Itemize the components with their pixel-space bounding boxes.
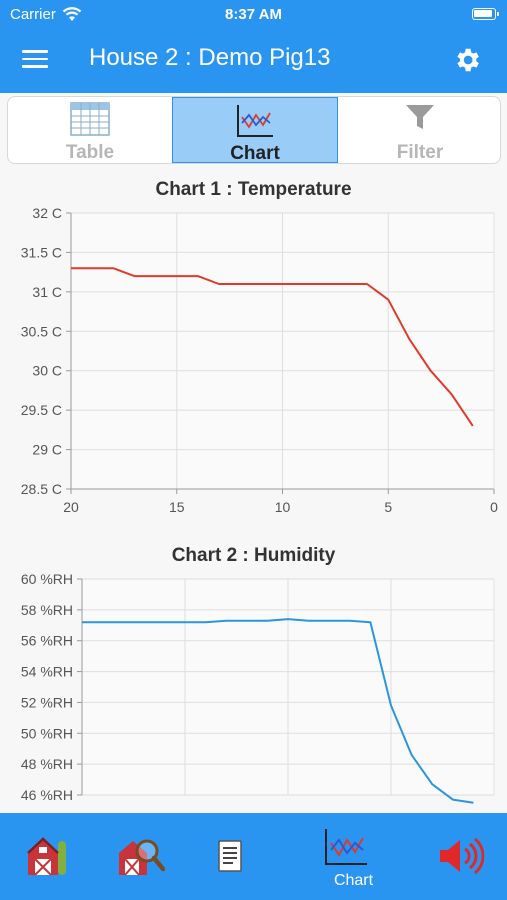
app-header: Carrier 8:37 AM House 2 : Demo Pig13 (0, 0, 507, 93)
page-title: House 2 : Demo Pig13 (89, 44, 331, 71)
y-tick-label: 46 %RH (21, 787, 73, 803)
table-icon (70, 102, 110, 136)
speaker-icon (440, 837, 484, 875)
x-tick-label: 0 (490, 499, 498, 515)
tab-barn[interactable] (0, 813, 101, 900)
y-tick-label: 48 %RH (21, 756, 73, 772)
hamburger-icon-bar (22, 57, 48, 60)
funnel-icon (406, 105, 434, 129)
bottom-tab-bar: Chart (0, 813, 507, 900)
barn-icon (27, 837, 66, 876)
series-line (82, 618, 474, 804)
chart-title-temperature: Chart 1 : Temperature (155, 179, 352, 200)
series-line (71, 267, 474, 427)
chart-title-humidity: Chart 2 : Humidity (171, 545, 336, 566)
tab-chart-label: Chart (230, 143, 280, 164)
temperature-chart: 28.5 C 29 C 29.5 C 30 C 30.5 C 31 C 31.5 C 32 C… (21, 205, 498, 515)
line-chart-icon (237, 105, 273, 137)
view-segmented-control: Table Chart Filter (7, 96, 501, 164)
y-tick-label: 54 %RH (21, 664, 73, 680)
y-tick-label: 31 C (32, 284, 62, 300)
y-tick-label: 56 %RH (21, 633, 73, 649)
tab-table-label: Table (65, 142, 115, 163)
y-tick-label: 31.5 C (21, 244, 62, 260)
tab-report[interactable] (202, 813, 303, 900)
y-tick-label: 60 %RH (21, 571, 73, 587)
x-tick-label: 5 (384, 499, 392, 515)
y-tick-label: 30 C (32, 363, 62, 379)
wifi-icon (62, 7, 82, 21)
tab-chart[interactable]: Chart (172, 97, 338, 164)
x-tick-label: 15 (169, 499, 185, 515)
hamburger-icon-bar (22, 65, 48, 68)
x-tick-label: 20 (63, 499, 79, 515)
battery-icon (472, 8, 499, 20)
tab-chart-bottom[interactable]: Chart (303, 813, 404, 900)
tab-barn-search[interactable] (101, 813, 202, 900)
tab-chart-bottom-label: Chart (333, 872, 374, 889)
barn-search-icon (119, 839, 165, 876)
humidity-chart: 46 %RH 48 %RH 50 %RH 52 %RH 54 %RH 56 %RH 58 %… (21, 571, 495, 804)
tab-table[interactable]: Table (8, 97, 172, 163)
x-tick-label: 10 (275, 499, 291, 515)
clock: 8:37 AM (225, 6, 282, 23)
gear-icon[interactable] (452, 45, 482, 75)
y-tick-label: 50 %RH (21, 725, 73, 741)
line-chart-icon (325, 829, 367, 865)
status-bar: Carrier 8:37 AM (0, 0, 507, 30)
document-icon (218, 840, 242, 872)
hamburger-icon (22, 50, 48, 53)
y-tick-label: 28.5 C (21, 481, 62, 497)
tab-filter[interactable]: Filter (338, 97, 502, 163)
y-tick-label: 29 C (32, 442, 62, 458)
y-tick-label: 32 C (32, 205, 62, 221)
tab-filter-label: Filter (396, 142, 444, 163)
y-tick-label: 29.5 C (21, 402, 62, 418)
y-tick-label: 30.5 C (21, 323, 62, 339)
y-tick-label: 58 %RH (21, 602, 73, 618)
y-tick-label: 52 %RH (21, 694, 73, 710)
carrier-label: Carrier (10, 6, 56, 23)
tab-sound[interactable] (404, 813, 505, 900)
menu-button[interactable] (22, 50, 48, 70)
